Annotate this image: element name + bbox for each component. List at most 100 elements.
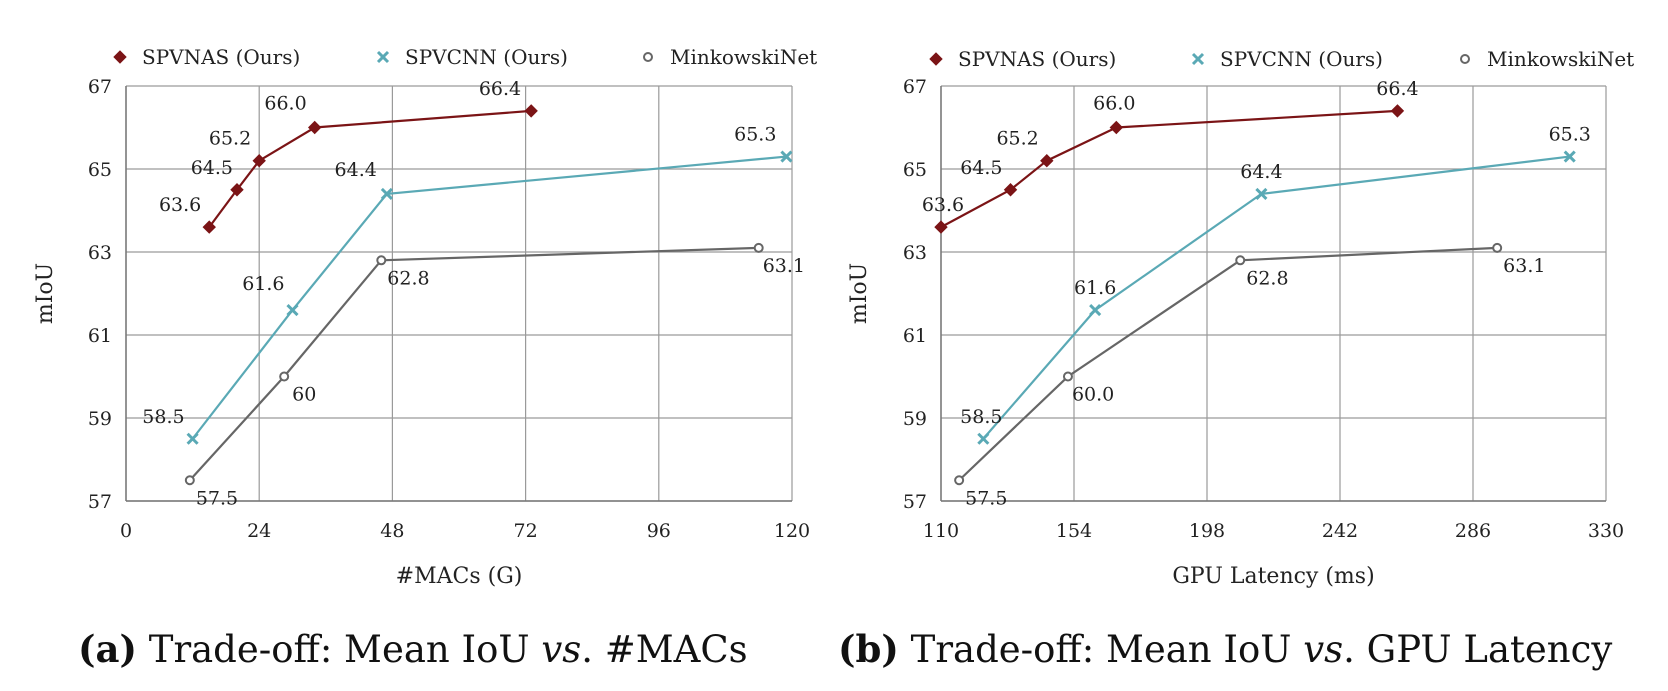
series-minkowskinet: 57.5 60.0 62.8 63.1 bbox=[954, 242, 1545, 509]
data-label: 63.1 bbox=[763, 255, 805, 277]
data-label: 66.0 bbox=[1093, 93, 1135, 115]
caption-vs: vs bbox=[541, 628, 581, 671]
x-tick-label: 242 bbox=[1322, 520, 1358, 542]
figure-caption: (b) Trade-off: Mean IoU vs. GPU Latency bbox=[838, 627, 1612, 671]
series-spvcnn-ours-: 58.5 61.6 64.4 65.3 bbox=[960, 124, 1591, 445]
data-label: 61.6 bbox=[242, 273, 284, 295]
data-label: 66.4 bbox=[1376, 78, 1418, 100]
data-label: 64.4 bbox=[335, 159, 377, 181]
x-tick-label: 110 bbox=[923, 520, 959, 542]
series-spvnas-ours-: 63.6 64.5 65.2 66.0 66.4 bbox=[159, 78, 538, 234]
y-tick-label: 65 bbox=[88, 159, 112, 181]
legend-label: SPVNAS (Ours) bbox=[958, 47, 1116, 71]
data-label: 65.3 bbox=[734, 124, 776, 146]
legend-label: MinkowskiNet bbox=[1487, 47, 1634, 71]
legend-marker bbox=[1191, 52, 1205, 66]
series-line bbox=[958, 246, 1498, 482]
caption-text: Trade-off: Mean IoU bbox=[137, 628, 541, 671]
data-label: 64.5 bbox=[191, 157, 233, 179]
data-label: 61.6 bbox=[1074, 277, 1116, 299]
y-tick-label: 61 bbox=[88, 325, 112, 347]
data-point-marker bbox=[780, 150, 793, 163]
legend-entry: MinkowskiNet bbox=[643, 45, 817, 69]
x-axis-label: #MACs (G) bbox=[396, 564, 523, 589]
x-tick-label: 0 bbox=[120, 520, 132, 542]
data-point-marker bbox=[1255, 187, 1268, 200]
caption-vs: vs bbox=[1303, 628, 1343, 671]
x-tick-label: 330 bbox=[1588, 520, 1624, 542]
data-point-marker bbox=[202, 220, 216, 234]
data-label: 58.5 bbox=[960, 406, 1002, 428]
data-point-marker bbox=[184, 475, 195, 486]
x-tick-label: 48 bbox=[380, 520, 404, 542]
legend-marker bbox=[1460, 54, 1470, 64]
data-label: 65.2 bbox=[209, 128, 251, 150]
legend-entry: SPVCNN (Ours) bbox=[376, 45, 568, 69]
series-spvnas-ours-: 63.6 64.5 65.2 66.0 66.4 bbox=[922, 78, 1419, 234]
legend-label: SPVNAS (Ours) bbox=[142, 45, 300, 69]
caption-text: . #MACs bbox=[581, 628, 747, 671]
data-point-marker bbox=[1003, 183, 1018, 197]
legend-marker bbox=[113, 50, 127, 64]
caption-text: Trade-off: Mean IoU bbox=[899, 628, 1303, 671]
data-point-marker bbox=[307, 120, 322, 135]
series-line bbox=[189, 246, 759, 481]
y-tick-label: 57 bbox=[88, 491, 112, 513]
data-point-marker bbox=[252, 153, 266, 168]
data-point-marker bbox=[1109, 120, 1124, 135]
y-tick-label: 61 bbox=[903, 325, 927, 347]
y-tick-label: 67 bbox=[903, 76, 927, 98]
x-tick-label: 286 bbox=[1455, 520, 1491, 542]
data-point-marker bbox=[1390, 104, 1405, 118]
legend-label: SPVCNN (Ours) bbox=[405, 45, 568, 69]
data-point-marker bbox=[1492, 242, 1503, 253]
data-point-marker bbox=[1062, 371, 1073, 382]
legend-label: MinkowskiNet bbox=[670, 45, 817, 69]
data-label: 62.8 bbox=[387, 267, 429, 289]
chart-a-mious-vs-macs: 57 59 61 63 65 67 0 24 48 72 96 120 #MACs (G) mIoU 63.… bbox=[33, 45, 817, 671]
legend-marker bbox=[376, 50, 390, 64]
data-label: 57.5 bbox=[965, 487, 1007, 509]
caption-letter: (a) bbox=[78, 627, 137, 671]
data-label: 62.8 bbox=[1246, 267, 1288, 289]
data-point-marker bbox=[977, 432, 990, 445]
x-tick-label: 198 bbox=[1189, 520, 1225, 542]
y-tick-label: 63 bbox=[88, 242, 112, 264]
figure-caption: (a) Trade-off: Mean IoU vs. #MACs bbox=[78, 627, 748, 671]
data-label: 63.6 bbox=[159, 194, 201, 216]
y-axis-label: mIoU bbox=[33, 263, 58, 324]
data-label: 60 bbox=[292, 384, 316, 406]
y-axis-label: mIoU bbox=[847, 263, 872, 324]
data-label: 57.5 bbox=[196, 487, 238, 509]
legend-entry: MinkowskiNet bbox=[1460, 47, 1634, 71]
series-line bbox=[191, 155, 787, 440]
y-tick-label: 67 bbox=[88, 76, 112, 98]
data-point-marker bbox=[230, 183, 244, 197]
caption-letter: (b) bbox=[838, 627, 899, 671]
data-point-marker bbox=[1089, 304, 1102, 317]
series-line bbox=[982, 155, 1570, 440]
data-point-marker bbox=[376, 255, 387, 266]
data-point-marker bbox=[286, 304, 299, 317]
data-label: 63.6 bbox=[922, 194, 964, 216]
x-tick-label: 154 bbox=[1056, 520, 1092, 542]
y-tick-label: 63 bbox=[903, 242, 927, 264]
data-label: 64.4 bbox=[1240, 161, 1282, 183]
y-tick-label: 59 bbox=[903, 408, 927, 430]
data-label: 60.0 bbox=[1072, 384, 1114, 406]
data-point-marker bbox=[1040, 153, 1054, 168]
x-tick-label: 72 bbox=[514, 520, 538, 542]
data-point-marker bbox=[524, 104, 538, 118]
grid bbox=[125, 85, 793, 502]
x-tick-label: 96 bbox=[647, 520, 671, 542]
data-point-marker bbox=[954, 475, 965, 486]
y-tick-label: 57 bbox=[903, 491, 927, 513]
x-axis-label: GPU Latency (ms) bbox=[1172, 564, 1374, 589]
legend-label: SPVCNN (Ours) bbox=[1220, 47, 1383, 71]
y-tick-label: 65 bbox=[903, 159, 927, 181]
data-point-marker bbox=[753, 242, 764, 253]
legend-entry: SPVNAS (Ours) bbox=[113, 45, 300, 69]
data-label: 65.2 bbox=[996, 128, 1038, 150]
y-tick-label: 59 bbox=[88, 408, 112, 430]
